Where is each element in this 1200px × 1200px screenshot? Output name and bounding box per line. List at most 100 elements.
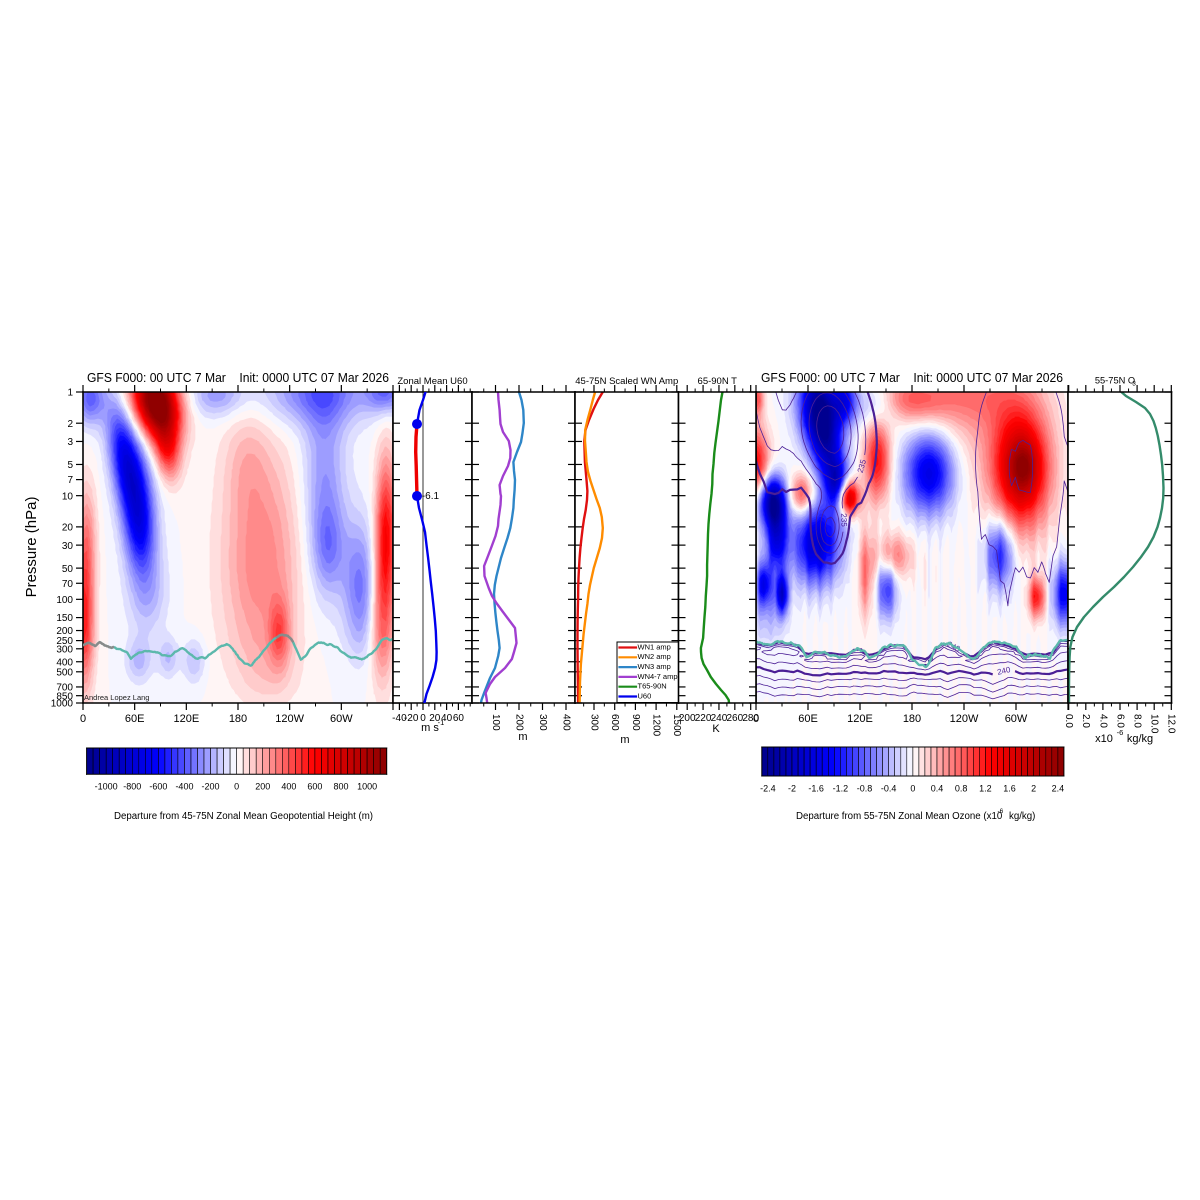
svg-text:250: 250	[56, 636, 73, 647]
svg-text:0: 0	[234, 781, 239, 791]
svg-text:200: 200	[56, 626, 73, 637]
svg-text:1000: 1000	[357, 781, 377, 791]
svg-text:30: 30	[62, 541, 74, 552]
svg-text:2: 2	[1031, 783, 1036, 793]
svg-text:40: 40	[441, 713, 453, 724]
svg-text:120E: 120E	[173, 713, 199, 725]
svg-text:60: 60	[453, 713, 465, 724]
svg-text:kg/kg): kg/kg)	[1009, 811, 1035, 822]
svg-text:180: 180	[903, 713, 921, 725]
svg-text:235: 235	[839, 513, 848, 527]
svg-text:600: 600	[609, 714, 620, 731]
svg-text:1: 1	[67, 388, 73, 399]
svg-text:300: 300	[537, 714, 548, 731]
svg-text:300: 300	[588, 714, 599, 731]
svg-text:900: 900	[630, 714, 641, 731]
svg-text:700: 700	[56, 683, 73, 694]
svg-text:240: 240	[711, 713, 728, 724]
svg-text:2.4: 2.4	[1052, 783, 1065, 793]
svg-text:WN3 amp: WN3 amp	[638, 662, 671, 671]
svg-text:400: 400	[56, 657, 73, 668]
svg-text:0: 0	[910, 783, 915, 793]
svg-text:100: 100	[56, 595, 73, 606]
svg-text:5: 5	[67, 460, 73, 471]
svg-text:WN1 amp: WN1 amp	[638, 642, 671, 651]
svg-text:-600: -600	[149, 781, 167, 791]
svg-text:-0.8: -0.8	[857, 783, 873, 793]
svg-text:-0.4: -0.4	[881, 783, 897, 793]
svg-text:3: 3	[67, 437, 73, 448]
svg-text:180: 180	[229, 713, 247, 725]
svg-text:60E: 60E	[798, 713, 818, 725]
svg-text:0: 0	[420, 713, 426, 724]
svg-text:Andrea Lopez Lang: Andrea Lopez Lang	[84, 693, 149, 702]
svg-text:T65-90N: T65-90N	[638, 682, 667, 691]
svg-text:GFS F000: 00 UTC 7 Mar Init: GFS F000: 00 UTC 7 Mar Init: 0000 UTC 07…	[87, 370, 389, 385]
svg-text:1500: 1500	[671, 714, 682, 737]
svg-text:Departure from 45-75N Zonal Me: Departure from 45-75N Zonal Mean Geopote…	[114, 811, 373, 822]
svg-text:-800: -800	[123, 781, 141, 791]
svg-text:400: 400	[281, 781, 296, 791]
svg-text:50: 50	[62, 564, 74, 575]
svg-text:0.4: 0.4	[931, 783, 944, 793]
svg-text:1.6: 1.6	[1003, 783, 1016, 793]
svg-text:300: 300	[56, 644, 73, 655]
svg-text:220: 220	[695, 713, 712, 724]
svg-text:x10: x10	[1095, 733, 1113, 745]
svg-text:200: 200	[679, 713, 696, 724]
svg-text:-6: -6	[998, 808, 1004, 815]
svg-text:500: 500	[56, 667, 73, 678]
svg-text:3: 3	[1132, 381, 1136, 388]
svg-text:260: 260	[726, 713, 743, 724]
svg-text:-2.4: -2.4	[760, 783, 776, 793]
svg-text:600: 600	[307, 781, 322, 791]
svg-text:150: 150	[56, 613, 73, 624]
svg-text:-1: -1	[438, 718, 445, 727]
svg-text:200: 200	[513, 714, 524, 731]
svg-text:100: 100	[490, 714, 501, 731]
svg-text:-40: -40	[392, 713, 407, 724]
svg-text:-400: -400	[175, 781, 193, 791]
svg-text:10: 10	[62, 491, 74, 502]
svg-text:7: 7	[67, 475, 73, 486]
svg-text:12.0: 12.0	[1166, 714, 1177, 734]
svg-text:-6.1: -6.1	[422, 491, 440, 502]
svg-text:Departure from 55-75N Zonal Me: Departure from 55-75N Zonal Mean Ozone (…	[796, 811, 1003, 822]
svg-text:-1.2: -1.2	[833, 783, 849, 793]
svg-text:WN2 amp: WN2 amp	[638, 652, 671, 661]
svg-text:60W: 60W	[1005, 713, 1028, 725]
svg-text:Zonal Mean U60: Zonal Mean U60	[397, 376, 467, 387]
svg-text:800: 800	[334, 781, 349, 791]
svg-text:120W: 120W	[950, 713, 979, 725]
svg-text:WN4-7 amp: WN4-7 amp	[638, 672, 678, 681]
svg-text:1000: 1000	[51, 699, 74, 710]
svg-text:20: 20	[429, 713, 441, 724]
svg-text:200: 200	[255, 781, 270, 791]
svg-text:2.0: 2.0	[1080, 714, 1091, 728]
svg-text:m: m	[620, 734, 629, 746]
svg-text:Pressure (hPa): Pressure (hPa)	[23, 497, 40, 598]
svg-text:-1000: -1000	[95, 781, 118, 791]
svg-text:235: 235	[856, 458, 869, 474]
svg-text:120E: 120E	[847, 713, 873, 725]
svg-text:4.0: 4.0	[1097, 714, 1108, 728]
svg-text:8.0: 8.0	[1132, 714, 1143, 728]
svg-text:850: 850	[56, 691, 73, 702]
svg-text:60E: 60E	[125, 713, 145, 725]
svg-text:0: 0	[753, 713, 759, 725]
svg-text:-1.6: -1.6	[808, 783, 824, 793]
svg-text:70: 70	[62, 579, 74, 590]
svg-text:kg/kg: kg/kg	[1127, 733, 1153, 745]
svg-text:65-90N T: 65-90N T	[698, 376, 738, 387]
svg-text:55-75N O: 55-75N O	[1095, 375, 1135, 385]
svg-text:6.0: 6.0	[1114, 714, 1125, 728]
svg-text:K: K	[712, 723, 720, 735]
svg-text:0.8: 0.8	[955, 783, 968, 793]
svg-text:2: 2	[67, 419, 73, 430]
svg-text:m: m	[518, 731, 527, 743]
svg-text:-6: -6	[1117, 728, 1124, 737]
svg-text:240: 240	[996, 665, 1012, 677]
svg-text:20: 20	[62, 522, 74, 533]
svg-text:GFS F000: 00 UTC 7 Mar Init: GFS F000: 00 UTC 7 Mar Init: 0000 UTC 07…	[761, 370, 1063, 385]
svg-text:10.0: 10.0	[1149, 714, 1160, 734]
